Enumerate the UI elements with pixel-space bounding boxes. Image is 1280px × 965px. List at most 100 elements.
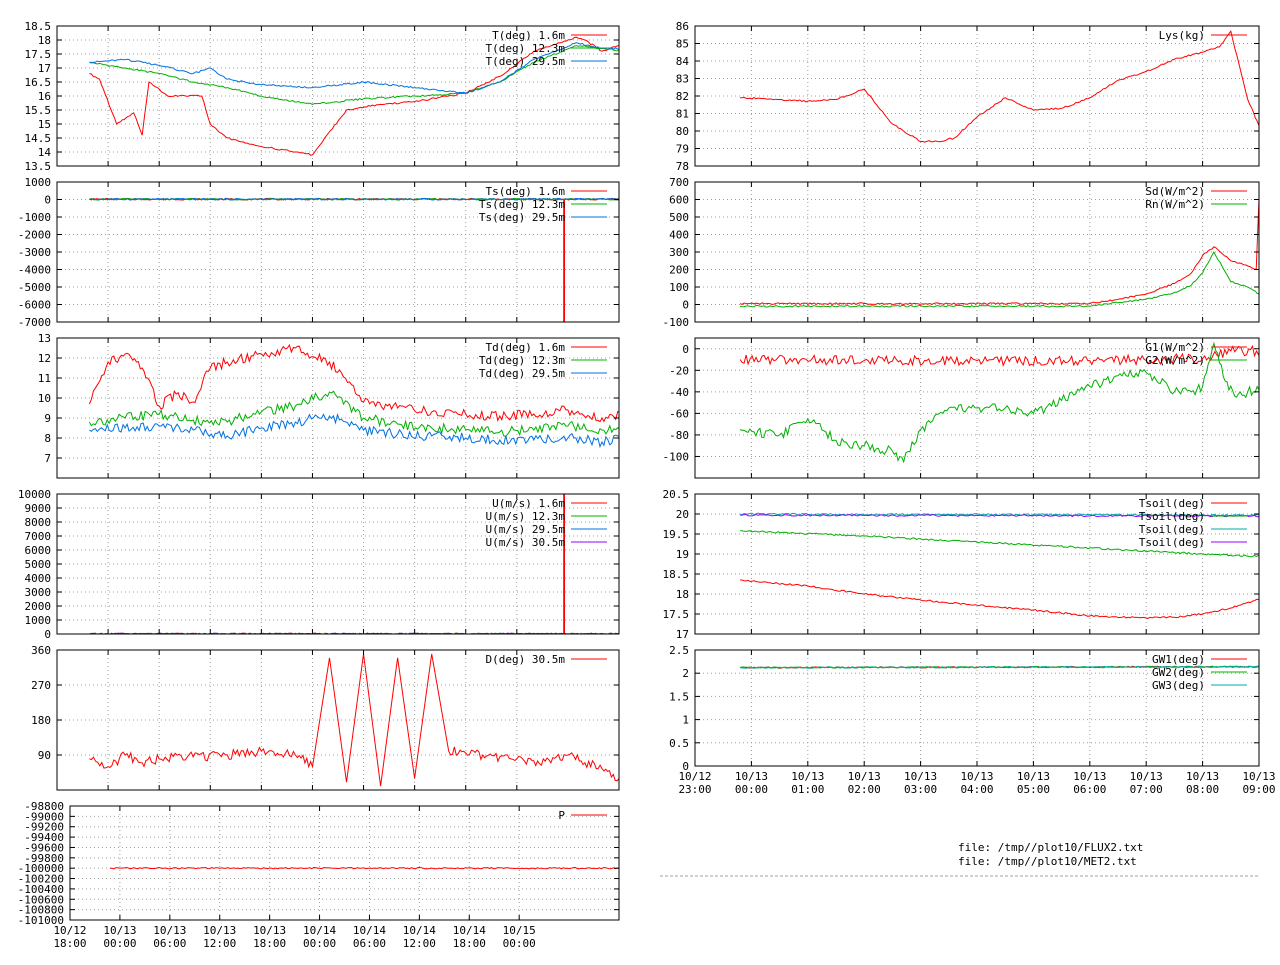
legend-label-left-ts-0: Ts(deg) 1.6m	[486, 185, 566, 198]
ytick-label-left-ts-2: -1000	[18, 211, 51, 224]
series-group-right-radiation	[739, 199, 1259, 308]
xtick-date-right-gw-1: 10/13	[735, 770, 768, 783]
series-line-left-td-1	[88, 390, 619, 438]
series-line-left-td-2	[89, 413, 619, 449]
legend-label-right-gw-0: GW1(deg)	[1152, 653, 1205, 666]
ytick-label-right-tsoil-6: 17.5	[663, 608, 690, 621]
xtick-date-right-gw-7: 10/13	[1073, 770, 1106, 783]
legend-label-left-ts-1: Ts(deg) 12.3m	[479, 198, 565, 211]
frame-left-td	[56, 337, 620, 479]
ytick-label-left-u-9: 1000	[25, 614, 52, 627]
legend-label-right-g-0: G1(W/m^2)	[1145, 341, 1205, 354]
grid-left-ts	[57, 182, 619, 322]
ytick-label-right-tsoil-0: 20.5	[663, 488, 690, 501]
xtick-time-left-p-4: 18:00	[253, 937, 286, 950]
xtick-time-right-gw-10: 09:00	[1242, 783, 1275, 796]
legend-label-right-g-1: G2(W/m^2)	[1145, 354, 1205, 367]
ytick-label-left-p-5: -100000	[18, 862, 64, 875]
xtick-time-right-gw-3: 02:00	[848, 783, 881, 796]
legend-label-left-p-0: P	[558, 809, 565, 822]
ytick-label-left-temperature-0: 18.5	[25, 20, 52, 33]
series-group-right-gw	[739, 665, 1259, 669]
ytick-label-right-lys-7: 79	[676, 143, 689, 156]
legend-label-right-gw-1: GW2(deg)	[1152, 666, 1205, 679]
ytick-label-left-ts-4: -3000	[18, 246, 51, 259]
frame-left-p	[69, 805, 620, 921]
series-line-left-d-0	[89, 653, 619, 787]
legend-label-left-d-0: D(deg) 30.5m	[486, 653, 566, 666]
grid-right-gw	[695, 650, 1259, 766]
xtick-time-left-p-5: 00:00	[303, 937, 336, 950]
ytick-label-right-lys-2: 84	[676, 55, 690, 68]
legend-label-right-radiation-0: Sd(W/m^2)	[1145, 185, 1205, 198]
ytick-label-left-u-7: 3000	[25, 586, 52, 599]
ytick-label-left-temperature-10: 13.5	[25, 160, 52, 173]
ytick-label-right-lys-0: 86	[676, 20, 689, 33]
series-line-right-radiation-1	[740, 250, 1259, 308]
xtick-date-left-p-9: 10/15	[503, 924, 536, 937]
ytick-label-right-lys-3: 83	[676, 73, 689, 86]
grid-right-radiation	[695, 182, 1259, 322]
ytick-label-right-g-4: -80	[669, 429, 689, 442]
ytick-label-left-temperature-3: 17	[38, 62, 51, 75]
series-group-left-d	[89, 653, 619, 787]
legend-label-right-tsoil-1: Tsoil(deg)	[1139, 510, 1205, 523]
xtick-date-left-p-7: 10/14	[403, 924, 436, 937]
series-line-right-radiation-0	[739, 199, 1259, 306]
ytick-label-right-lys-1: 85	[676, 38, 689, 51]
ytick-label-left-td-4: 9	[44, 412, 51, 425]
ytick-label-left-ts-7: -6000	[18, 299, 51, 312]
xtick-date-left-p-4: 10/13	[253, 924, 286, 937]
ytick-label-left-ts-1: 0	[44, 194, 51, 207]
ytick-label-right-radiation-7: 0	[682, 299, 689, 312]
ytick-label-left-td-5: 8	[44, 432, 51, 445]
ytick-label-right-radiation-5: 200	[669, 264, 689, 277]
xtick-time-left-p-9: 00:00	[503, 937, 536, 950]
xtick-date-left-p-5: 10/14	[303, 924, 336, 937]
legend-label-left-u-3: U(m/s) 30.5m	[486, 536, 566, 549]
ytick-label-left-td-0: 13	[38, 332, 51, 345]
ytick-label-right-radiation-4: 300	[669, 246, 689, 259]
xtick-time-right-gw-2: 01:00	[791, 783, 824, 796]
ytick-label-left-u-5: 5000	[25, 558, 52, 571]
grid-right-lys	[695, 26, 1259, 166]
series-line-left-ts-2	[89, 197, 619, 201]
panel-right-radiation: 700 600 500 400 300 200 100 0 -100 Sd(W/m^2)Rn(W/…	[663, 176, 1260, 329]
ytick-label-right-tsoil-3: 19	[676, 548, 689, 561]
ytick-label-left-p-3: -100400	[18, 883, 64, 896]
xtick-date-left-p-0: 10/12	[53, 924, 86, 937]
ytick-label-right-gw-2: 1.5	[669, 690, 689, 703]
ytick-label-right-tsoil-5: 18	[676, 588, 689, 601]
ytick-label-right-radiation-8: -100	[663, 316, 690, 329]
ytick-label-right-radiation-3: 400	[669, 229, 689, 242]
ytick-label-left-p-11: -98800	[24, 800, 64, 813]
series-line-right-tsoil-1	[740, 530, 1259, 558]
ytick-label-left-temperature-8: 14.5	[25, 132, 52, 145]
ytick-label-left-temperature-9: 14	[38, 146, 52, 159]
grid-left-p	[70, 806, 619, 920]
file-note-met: file: /tmp//plot10/MET2.txt	[958, 855, 1137, 868]
ytick-label-left-p-10: -99000	[24, 810, 64, 823]
xtick-time-right-gw-9: 08:00	[1186, 783, 1219, 796]
xtick-date-left-p-1: 10/13	[103, 924, 136, 937]
legend-label-left-u-2: U(m/s) 29.5m	[486, 523, 566, 536]
ytick-label-left-d-2: 180	[31, 714, 51, 727]
series-line-right-g-1	[739, 341, 1259, 464]
ytick-label-right-radiation-6: 100	[669, 281, 689, 294]
ytick-label-left-u-6: 4000	[25, 572, 52, 585]
ytick-label-left-u-2: 8000	[25, 516, 52, 529]
xtick-date-right-gw-2: 10/13	[791, 770, 824, 783]
ytick-label-left-temperature-7: 15	[38, 118, 51, 131]
ytick-label-left-td-3: 10	[38, 392, 51, 405]
ytick-label-left-temperature-5: 16	[38, 90, 51, 103]
ytick-label-right-g-3: -60	[669, 407, 689, 420]
legend-label-left-td-2: Td(deg) 29.5m	[479, 367, 565, 380]
xtick-time-left-p-0: 18:00	[53, 937, 86, 950]
xtick-date-right-gw-8: 10/13	[1130, 770, 1163, 783]
ytick-label-left-d-3: 90	[38, 749, 51, 762]
series-line-left-temperature-2	[89, 42, 619, 94]
file-note-flux: file: /tmp//plot10/FLUX2.txt	[958, 841, 1144, 854]
